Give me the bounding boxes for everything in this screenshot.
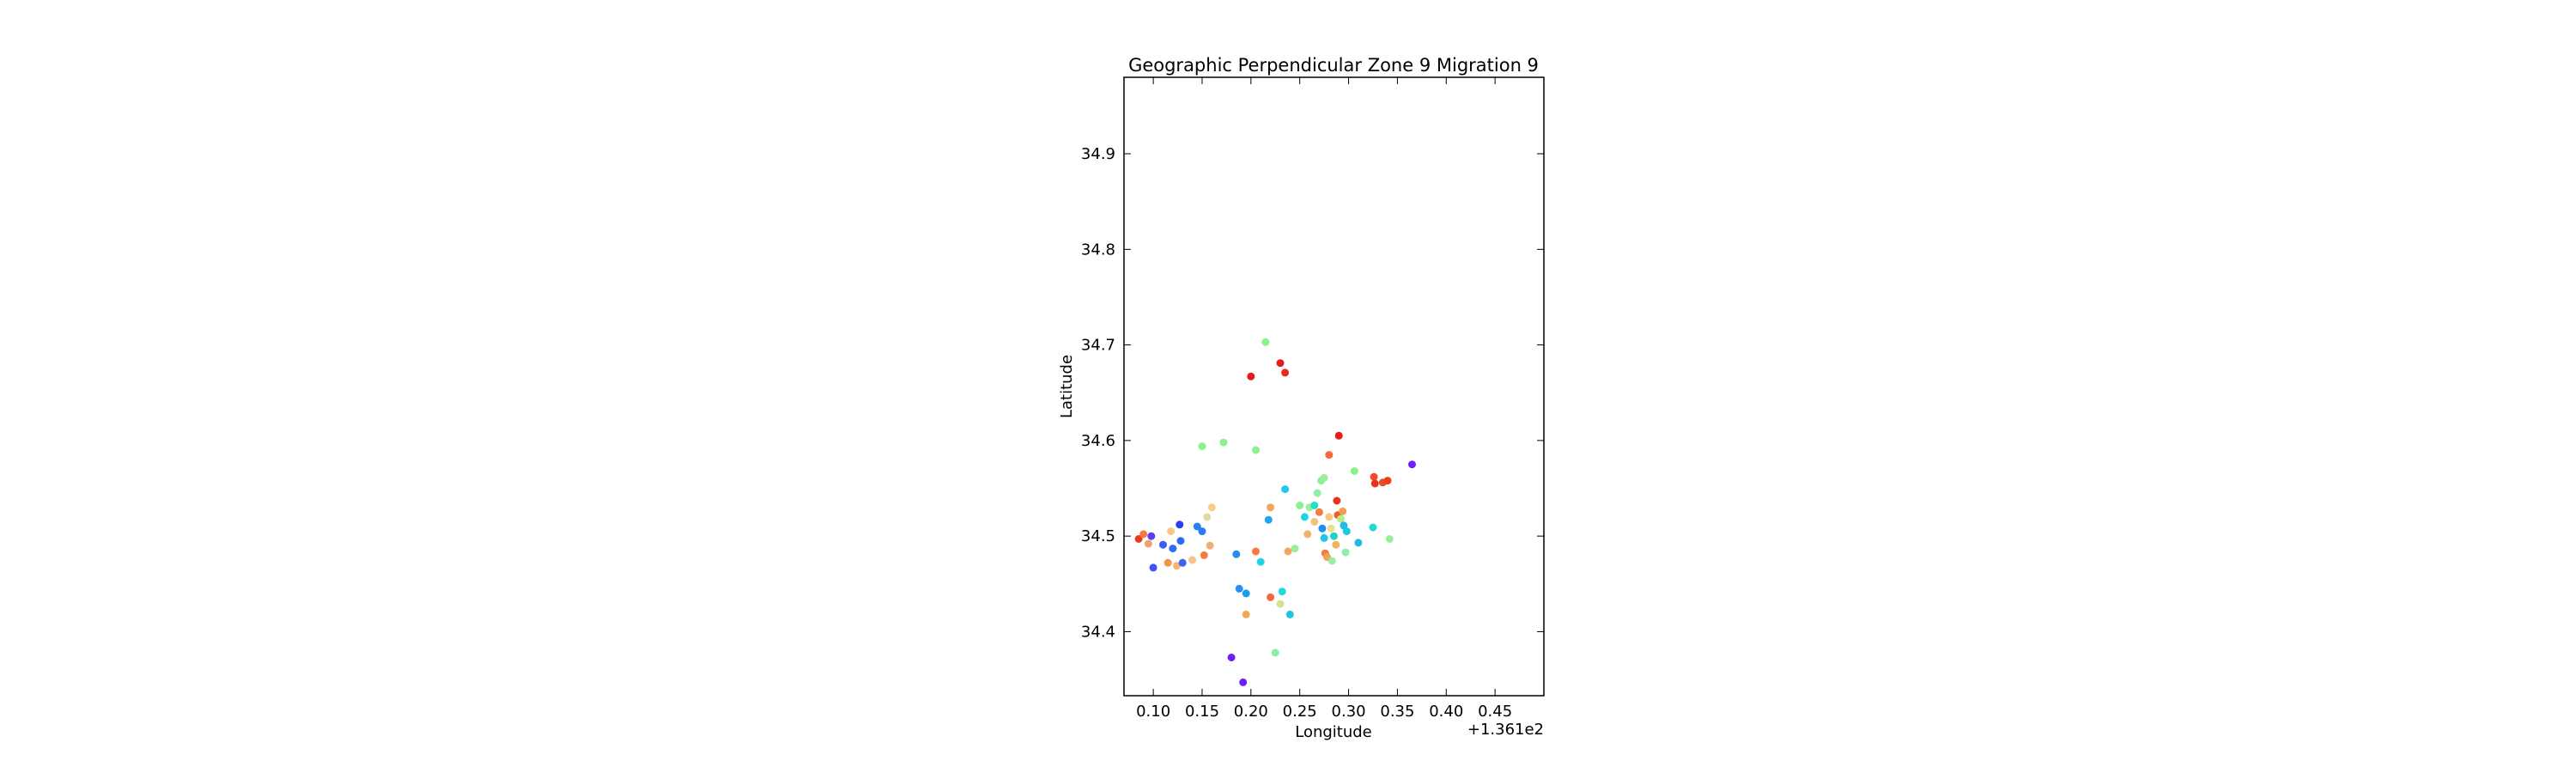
x-tick-label: 0.20 (1234, 703, 1268, 721)
data-point (1203, 513, 1212, 521)
data-point (1139, 530, 1148, 539)
data-point (1385, 535, 1394, 543)
data-point (1219, 438, 1228, 447)
data-point (1271, 648, 1279, 657)
y-tick-label: 34.9 (1081, 145, 1115, 163)
data-point (1242, 589, 1250, 598)
data-point (1252, 446, 1260, 454)
data-point (1172, 562, 1181, 570)
y-tick-label: 34.4 (1081, 623, 1115, 641)
data-point (1369, 523, 1377, 532)
data-point (1276, 359, 1285, 368)
data-point (1342, 527, 1351, 536)
y-tick-label: 34.6 (1081, 432, 1115, 450)
data-point (1281, 368, 1290, 377)
data-point (1261, 338, 1270, 346)
data-point (1276, 600, 1285, 608)
data-point (1281, 485, 1290, 494)
y-tick-label: 34.7 (1081, 337, 1115, 355)
data-point (1134, 535, 1143, 543)
data-point (1264, 515, 1273, 524)
data-point (1370, 472, 1378, 481)
data-point (1330, 532, 1338, 540)
data-point (1300, 513, 1309, 521)
data-point (1354, 539, 1363, 547)
data-point (1178, 558, 1187, 567)
data-point (1284, 547, 1292, 556)
data-point (1291, 545, 1299, 553)
data-point (1149, 563, 1157, 572)
data-point (1327, 524, 1335, 533)
data-point (1247, 372, 1255, 380)
chart-title: Geographic Perpendicular Zone 9 Migratio… (1128, 55, 1539, 76)
data-point (1242, 610, 1250, 618)
data-point (1332, 540, 1340, 549)
x-tick-label: 0.45 (1478, 703, 1512, 721)
y-axis-ticks: 34.4 34.5 34.6 34.7 34.8 34.9 (1081, 145, 1544, 641)
data-point (1340, 521, 1348, 530)
y-tick-label: 34.8 (1081, 240, 1115, 259)
data-point (1176, 537, 1185, 545)
x-tick-label: 0.15 (1185, 703, 1219, 721)
data-point (1198, 527, 1206, 536)
data-point (1193, 522, 1201, 531)
data-point (1239, 678, 1248, 686)
data-point (1313, 489, 1321, 497)
data-point (1278, 587, 1286, 596)
x-tick-label: 0.35 (1380, 703, 1414, 721)
data-point (1320, 533, 1328, 542)
data-point (1325, 513, 1334, 521)
data-point (1163, 558, 1172, 567)
data-point (1267, 593, 1275, 601)
data-point (1159, 540, 1167, 549)
y-axis-label: Latitude (1058, 355, 1076, 418)
data-point (1188, 556, 1197, 564)
data-point (1285, 610, 1294, 618)
data-point (1198, 442, 1206, 451)
data-point (1235, 584, 1243, 593)
data-point (1310, 518, 1319, 526)
data-point (1200, 551, 1208, 559)
y-tick-label: 34.5 (1081, 527, 1115, 545)
data-point (1232, 550, 1241, 558)
data-point (1325, 451, 1334, 460)
data-point (1167, 527, 1176, 536)
data-point (1334, 431, 1343, 440)
data-point (1383, 477, 1392, 485)
x-axis-ticks: 0.10 0.15 0.20 0.25 0.30 0.35 0.40 0.45 (1136, 77, 1512, 721)
data-point (1310, 502, 1319, 509)
x-axis-label: Longitude (1295, 723, 1372, 741)
data-point (1303, 530, 1312, 539)
data-point (1147, 532, 1156, 540)
data-point (1176, 520, 1184, 529)
data-point (1206, 541, 1214, 550)
data-point (1315, 508, 1323, 516)
data-point (1339, 507, 1347, 515)
data-point (1318, 524, 1327, 533)
data-point (1333, 496, 1341, 505)
data-point (1227, 654, 1236, 661)
data-points (1134, 338, 1416, 686)
data-point (1341, 548, 1350, 557)
data-point (1320, 473, 1328, 482)
data-point (1207, 503, 1216, 512)
x-tick-label: 0.10 (1136, 703, 1170, 721)
data-point (1267, 503, 1275, 512)
x-tick-label: 0.40 (1429, 703, 1463, 721)
data-point (1350, 467, 1358, 475)
x-tick-label: 0.25 (1283, 703, 1317, 721)
plot-area (1123, 76, 1545, 697)
x-offset-label: +1.361e2 (1467, 721, 1544, 739)
data-point (1370, 479, 1379, 488)
data-point (1169, 545, 1177, 553)
data-point (1327, 557, 1336, 565)
data-point (1144, 539, 1152, 548)
x-tick-label: 0.30 (1332, 703, 1366, 721)
data-point (1296, 502, 1304, 509)
data-point (1337, 514, 1345, 523)
data-point (1256, 557, 1265, 566)
data-point (1408, 460, 1416, 469)
data-point (1252, 547, 1260, 556)
